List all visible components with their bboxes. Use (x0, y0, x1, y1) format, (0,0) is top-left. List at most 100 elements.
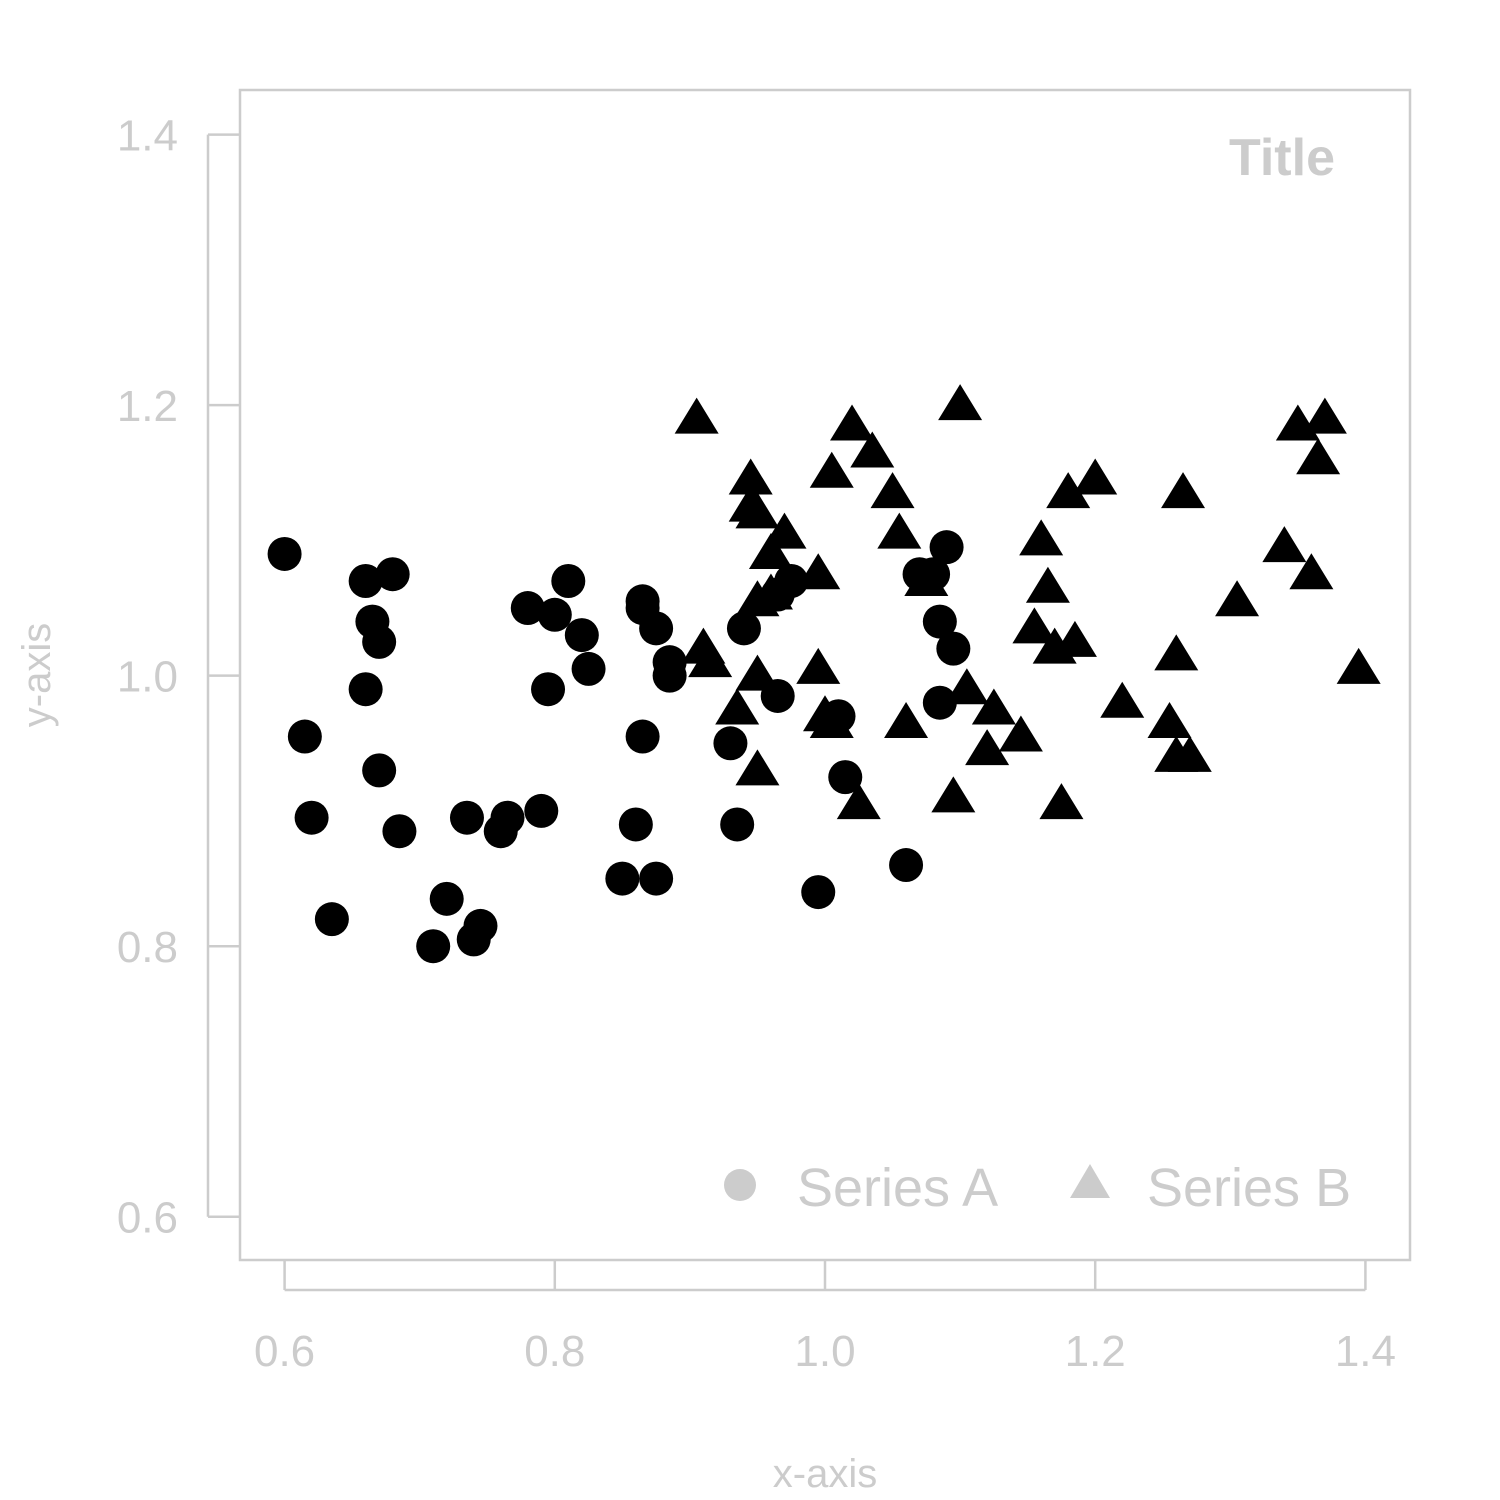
series-a-point (537, 597, 572, 632)
y-tick-label: 0.6 (117, 1194, 178, 1243)
series-b-point (870, 472, 915, 509)
series-b-point (688, 641, 733, 678)
x-tick-label: 1.0 (794, 1327, 855, 1376)
x-tick-label: 1.4 (1335, 1327, 1396, 1376)
series-b-point (715, 688, 760, 725)
series-b-point (674, 397, 719, 434)
series-b-point (762, 512, 807, 549)
series-a-point (287, 719, 322, 754)
series-a-point (510, 591, 545, 626)
series-b-point (748, 573, 793, 610)
series-b-point (938, 384, 983, 421)
series-a-point (551, 563, 586, 598)
series-a-point (618, 807, 653, 842)
series-a-point (652, 658, 687, 693)
series-a-point (639, 861, 674, 896)
series-b-point (884, 702, 929, 739)
legend-label-series-a: Series A (797, 1158, 998, 1218)
series-a-point (362, 624, 397, 659)
series-b-point (728, 458, 773, 495)
series-b-point (796, 553, 841, 590)
series-b-point (735, 654, 780, 691)
y-tick-label: 1.0 (117, 653, 178, 702)
y-axis-label: y-axis (15, 623, 59, 727)
series-a-point (936, 631, 971, 666)
series-a-point (463, 908, 498, 943)
series-a-point (449, 800, 484, 835)
series-b-point (944, 668, 989, 705)
series-a-point (726, 611, 761, 646)
series-b-point (1073, 458, 1118, 495)
series-b-point (836, 783, 881, 820)
series-b-point (1154, 634, 1199, 671)
series-a-point (922, 604, 957, 639)
series-a-point (294, 800, 329, 835)
series-b-point (1215, 580, 1260, 617)
series-a-point (720, 807, 755, 842)
series-a-point (564, 618, 599, 653)
series-a-point (362, 753, 397, 788)
series-a-point (490, 800, 525, 835)
series-b-point (1100, 681, 1145, 718)
series-b-point (830, 404, 875, 441)
series-b-point (1039, 783, 1084, 820)
series-b-point (809, 451, 854, 488)
series-b-point (1167, 735, 1212, 772)
series-b-point (735, 492, 780, 529)
series-b-point (1161, 472, 1206, 509)
series-b-point (931, 776, 976, 813)
y-tick-label: 0.8 (117, 923, 178, 972)
series-b-point (1296, 438, 1341, 475)
series-b-point (1046, 472, 1091, 509)
series-a-point (929, 530, 964, 565)
series-b-point (850, 431, 895, 468)
legend: Series A Series B (724, 1158, 1351, 1218)
series-b-point (965, 729, 1010, 766)
series-b-point (735, 749, 780, 786)
legend-circle-marker (724, 1169, 756, 1201)
legend-label-series-b: Series B (1147, 1158, 1351, 1218)
series-a-point (267, 536, 302, 571)
series-b-point (1336, 647, 1381, 684)
x-tick-label: 0.8 (524, 1327, 585, 1376)
series-a-point (774, 563, 809, 598)
series-a-point (416, 929, 451, 964)
series-a-point (348, 563, 383, 598)
series-b-point (1012, 607, 1057, 644)
series-b-point (1262, 526, 1307, 563)
series-b-point (998, 715, 1043, 752)
series-a-point (348, 672, 383, 707)
series-a-point (605, 861, 640, 896)
series-b-point (809, 702, 854, 739)
series-b-point (1052, 620, 1097, 657)
series-a-point (828, 760, 863, 795)
series-a-point (524, 793, 559, 828)
legend-triangle-marker (1070, 1164, 1110, 1198)
y-tick-label: 1.4 (117, 112, 178, 161)
series-a-point (639, 611, 674, 646)
x-axis-label: x-axis (773, 1452, 877, 1496)
series-a-point (382, 814, 417, 849)
series-a-point (889, 848, 924, 883)
y-tick-label: 1.2 (117, 382, 178, 431)
series-a-point (713, 726, 748, 761)
series-a-point (531, 672, 566, 707)
x-tick-label: 1.2 (1065, 1327, 1126, 1376)
series-b-point (796, 647, 841, 684)
series-a-point (429, 881, 464, 916)
x-axis: 0.6 0.8 1.0 1.2 1.4 (254, 1260, 1396, 1376)
x-tick-label: 0.6 (254, 1327, 315, 1376)
series-a-point (375, 557, 410, 592)
series-b-point (748, 532, 793, 569)
chart-title: Title (1229, 129, 1335, 187)
data-points (267, 384, 1381, 964)
series-a-point (314, 902, 349, 937)
series-a-point (801, 875, 836, 910)
series-b-point (1147, 702, 1192, 739)
series-a-point (922, 685, 957, 720)
series-b-point (1289, 553, 1334, 590)
y-axis: 0.6 0.8 1.0 1.2 1.4 (117, 112, 240, 1243)
series-b-point (1025, 566, 1070, 603)
series-b-point (1302, 397, 1347, 434)
